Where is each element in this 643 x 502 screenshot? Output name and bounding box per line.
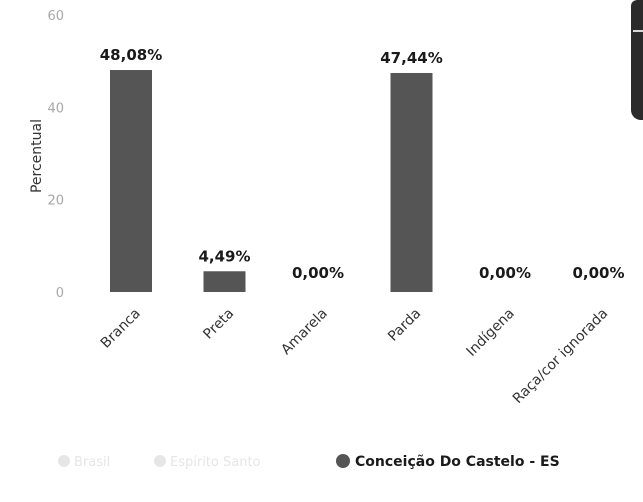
value-labels: 48,08% 4,49% 0,00% 47,44% 0,00% 0,00% [100,46,625,282]
x-category-label: Preta [200,306,237,343]
y-tick-label: 20 [47,194,64,209]
legend-marker-icon [336,454,350,468]
y-axis-ticks: 0 20 40 60 [47,9,64,301]
bar-series [110,70,433,292]
legend-item[interactable]: Conceição Do Castelo - ES [355,454,560,470]
y-tick-label: 0 [56,286,64,301]
bar[interactable] [203,271,246,292]
legend-marker-icon [58,455,70,467]
bar-value-label: 0,00% [572,264,624,282]
bar[interactable] [390,72,433,292]
side-panel-tab[interactable] [631,0,643,120]
x-category-label: Parda [385,306,424,345]
legend-item[interactable]: Brasil [74,455,110,470]
legend[interactable]: Brasil Espírito Santo Conceição Do Castelo… [58,454,560,470]
x-category-label: Amarela [278,306,331,359]
y-axis-label: Percentual [29,119,45,193]
bar-value-label: 48,08% [100,46,162,64]
legend-marker-icon [154,455,166,467]
legend-item[interactable]: Espírito Santo [170,455,261,470]
x-category-label: Indígena [464,306,518,360]
bar-value-label: 0,00% [292,264,344,282]
y-tick-label: 40 [47,101,64,116]
y-tick-label: 60 [47,9,64,24]
x-category-label: Raça/cor ignorada [510,306,611,407]
x-axis-categories: Branca Preta Amarela Parda IndígenaRaça/cor … [98,306,612,407]
x-category-label: Branca [98,306,144,352]
bar-value-label: 0,00% [479,264,531,282]
bar-value-label: 47,44% [380,49,442,67]
bar-value-label: 4,49% [198,247,250,265]
bar[interactable] [110,70,152,292]
